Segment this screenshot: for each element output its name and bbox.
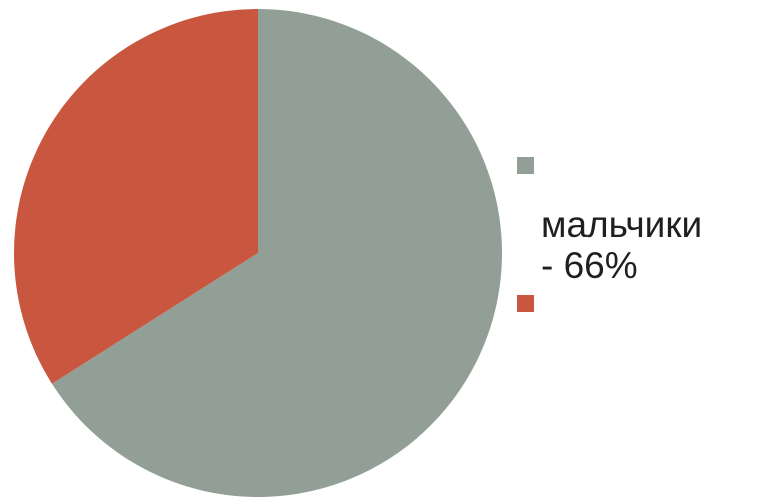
legend-item-boys: мальчики - 66% [517,122,752,286]
pie-slice-boys [51,9,503,498]
legend-swatch-other [517,295,534,312]
legend-label-boys: мальчики - 66% [541,204,703,286]
legend: мальчики - 66% [517,122,752,417]
pie-slice-other [13,9,259,384]
legend-item-other [517,294,752,417]
legend-swatch-boys [517,157,534,174]
